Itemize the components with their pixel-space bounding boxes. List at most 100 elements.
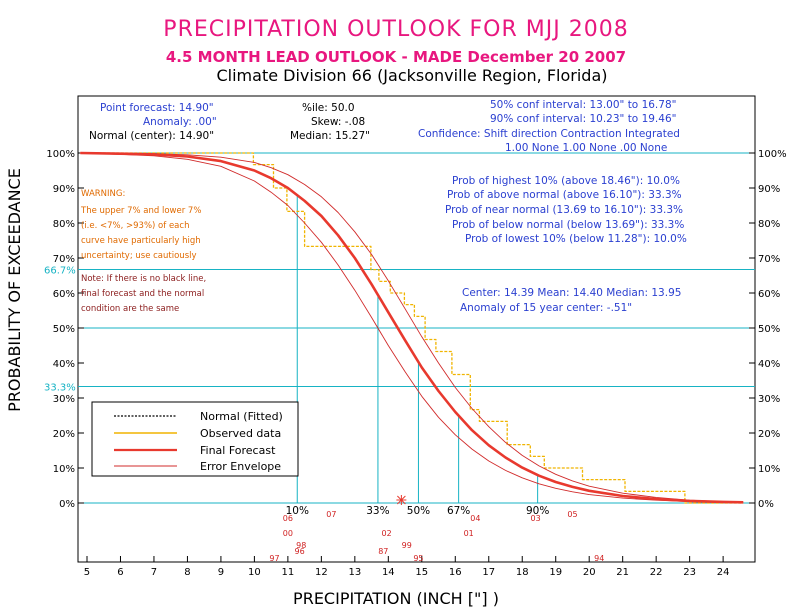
y-tick-label-left: 60% — [53, 289, 75, 300]
error-envelope-upper — [80, 152, 744, 503]
x-tick-label: 23 — [683, 567, 696, 578]
x-tick-label: 14 — [382, 567, 395, 578]
y-tick-label-left: 30% — [53, 394, 75, 405]
legend-final-label: Final Forecast — [200, 444, 276, 457]
warning-line: The upper 7% and lower 7% — [80, 206, 201, 216]
y-tick-label-right: 30% — [758, 394, 780, 405]
conf50-text: 50% conf interval: 13.00" to 16.78" — [490, 99, 676, 111]
y-tick-label-right: 50% — [758, 324, 780, 335]
x-tick-label: 21 — [616, 567, 629, 578]
x-tick-label: 8 — [184, 567, 190, 578]
year-label: 94 — [594, 554, 604, 563]
x-tick-label: 5 — [84, 567, 90, 578]
year-label: 00 — [283, 529, 293, 538]
prob-highest10: Prob of highest 10% (above 18.46"): 10.0… — [452, 175, 680, 187]
x-tick-label: 7 — [151, 567, 157, 578]
x-tick-label: 22 — [650, 567, 663, 578]
y-tick-label-left: 90% — [53, 184, 75, 195]
confidence-header: Confidence: Shift direction Contraction … — [418, 128, 680, 140]
y-tick-label-right: 60% — [758, 289, 780, 300]
legend: Normal (Fitted) Observed data Final Fore… — [91, 401, 299, 477]
y-tick-label-right: 20% — [758, 429, 780, 440]
warning-line: curve have particularly high — [81, 236, 201, 246]
note-line: final forecast and the normal — [81, 289, 204, 299]
x-axis-title: PRECIPITATION (INCH ["] ) — [293, 589, 499, 608]
x-tick-label: 19 — [549, 567, 562, 578]
x-tick-label: 18 — [516, 567, 529, 578]
confidence-values: 1.00 None 1.00 None .00 None — [505, 142, 667, 154]
year-label: 99 — [402, 541, 412, 550]
center-info-line1: Center: 14.39 Mean: 14.40 Median: 13.95 — [462, 287, 681, 299]
percentile-label: 67% — [447, 505, 470, 517]
x-tick-label: 16 — [449, 567, 462, 578]
year-label: 06 — [283, 514, 293, 523]
percentile-label: 10% — [286, 505, 309, 517]
conf90-text: 90% conf interval: 10.23" to 19.46" — [490, 113, 676, 125]
year-label: 98 — [296, 541, 306, 550]
anomaly-text: Anomaly: .00" — [143, 116, 217, 128]
x-tick-label: 12 — [315, 567, 328, 578]
y-tick-label-right: 0% — [758, 499, 774, 510]
x-tick-label: 11 — [282, 567, 295, 578]
y-tick-label-left: 100% — [46, 149, 75, 160]
year-label: 96 — [295, 547, 305, 556]
legend-observed-label: Observed data — [200, 427, 281, 440]
year-label: 87 — [378, 547, 388, 556]
note-block: Note: If there is no black line, final f… — [81, 274, 206, 314]
forecast-center-marker — [396, 495, 407, 505]
year-label: 01 — [464, 529, 474, 538]
chart-subtitle: 4.5 MONTH LEAD OUTLOOK - MADE December 2… — [166, 48, 626, 66]
y-tick-label-right: 70% — [758, 254, 780, 265]
y-axis-title: PROBABILITY OF EXCEEDANCE — [5, 168, 24, 412]
reference-label: 66.7% — [44, 266, 76, 277]
y-tick-label-left: 50% — [53, 324, 75, 335]
prob-below-normal: Prob of below normal (below 13.69"): 33.… — [452, 219, 684, 231]
median-text: Median: 15.27" — [290, 130, 370, 142]
plot-frame — [77, 95, 756, 563]
percentile-label: 33% — [366, 505, 389, 517]
y-tick-label-left: 10% — [53, 464, 75, 475]
normal-center-text: Normal (center): 14.90" — [89, 130, 214, 142]
legend-normal-label: Normal (Fitted) — [200, 410, 283, 423]
division-title: Climate Division 66 (Jacksonville Region… — [216, 66, 607, 85]
year-label: 95 — [413, 554, 423, 563]
chart-title: PRECIPITATION OUTLOOK FOR MJJ 2008 — [163, 17, 628, 42]
reference-label: 33.3% — [44, 382, 76, 393]
y-tick-label-left: 0% — [59, 499, 75, 510]
x-tick-label: 9 — [218, 567, 224, 578]
legend-envelope-label: Error Envelope — [200, 460, 281, 473]
x-tick-label: 15 — [415, 567, 428, 578]
year-label: 04 — [470, 514, 480, 523]
x-tick-label: 6 — [117, 567, 123, 578]
year-label: 02 — [382, 529, 392, 538]
y-tick-label-right: 90% — [758, 184, 780, 195]
skew-text: Skew: -.08 — [311, 116, 365, 128]
x-tick-label: 10 — [248, 567, 261, 578]
prob-near-normal: Prob of near normal (13.69 to 16.10"): 3… — [445, 204, 683, 216]
note-line: Note: If there is no black line, — [81, 274, 206, 284]
percentile-label: 50% — [407, 505, 430, 517]
prob-lowest10: Prob of lowest 10% (below 11.28"): 10.0% — [465, 233, 687, 245]
y-tick-label-right: 10% — [758, 464, 780, 475]
observed-data-line — [80, 152, 744, 504]
year-label: 97 — [269, 554, 279, 563]
note-line: condition are the same — [81, 304, 179, 314]
warning-block: WARNING: The upper 7% and lower 7% (i.e.… — [80, 189, 201, 261]
x-tick-label: 17 — [482, 567, 495, 578]
warning-line: (i.e. <7%, >93%) of each — [81, 221, 189, 231]
center-info-line2: Anomaly of 15 year center: -.51" — [460, 302, 632, 314]
y-tick-label-right: 80% — [758, 219, 780, 230]
year-label: 07 — [326, 510, 336, 519]
point-forecast-text: Point forecast: 14.90" — [100, 102, 214, 114]
error-envelope-lower — [80, 152, 744, 504]
y-tick-label-left: 40% — [53, 359, 75, 370]
y-tick-label-left: 70% — [53, 254, 75, 265]
y-tick-label-left: 80% — [53, 219, 75, 230]
year-label: 03 — [531, 514, 541, 523]
warning-line: WARNING: — [81, 189, 125, 199]
legend-box — [91, 401, 299, 477]
y-tick-label-left: 20% — [53, 429, 75, 440]
asterisk-stroke — [397, 495, 406, 505]
